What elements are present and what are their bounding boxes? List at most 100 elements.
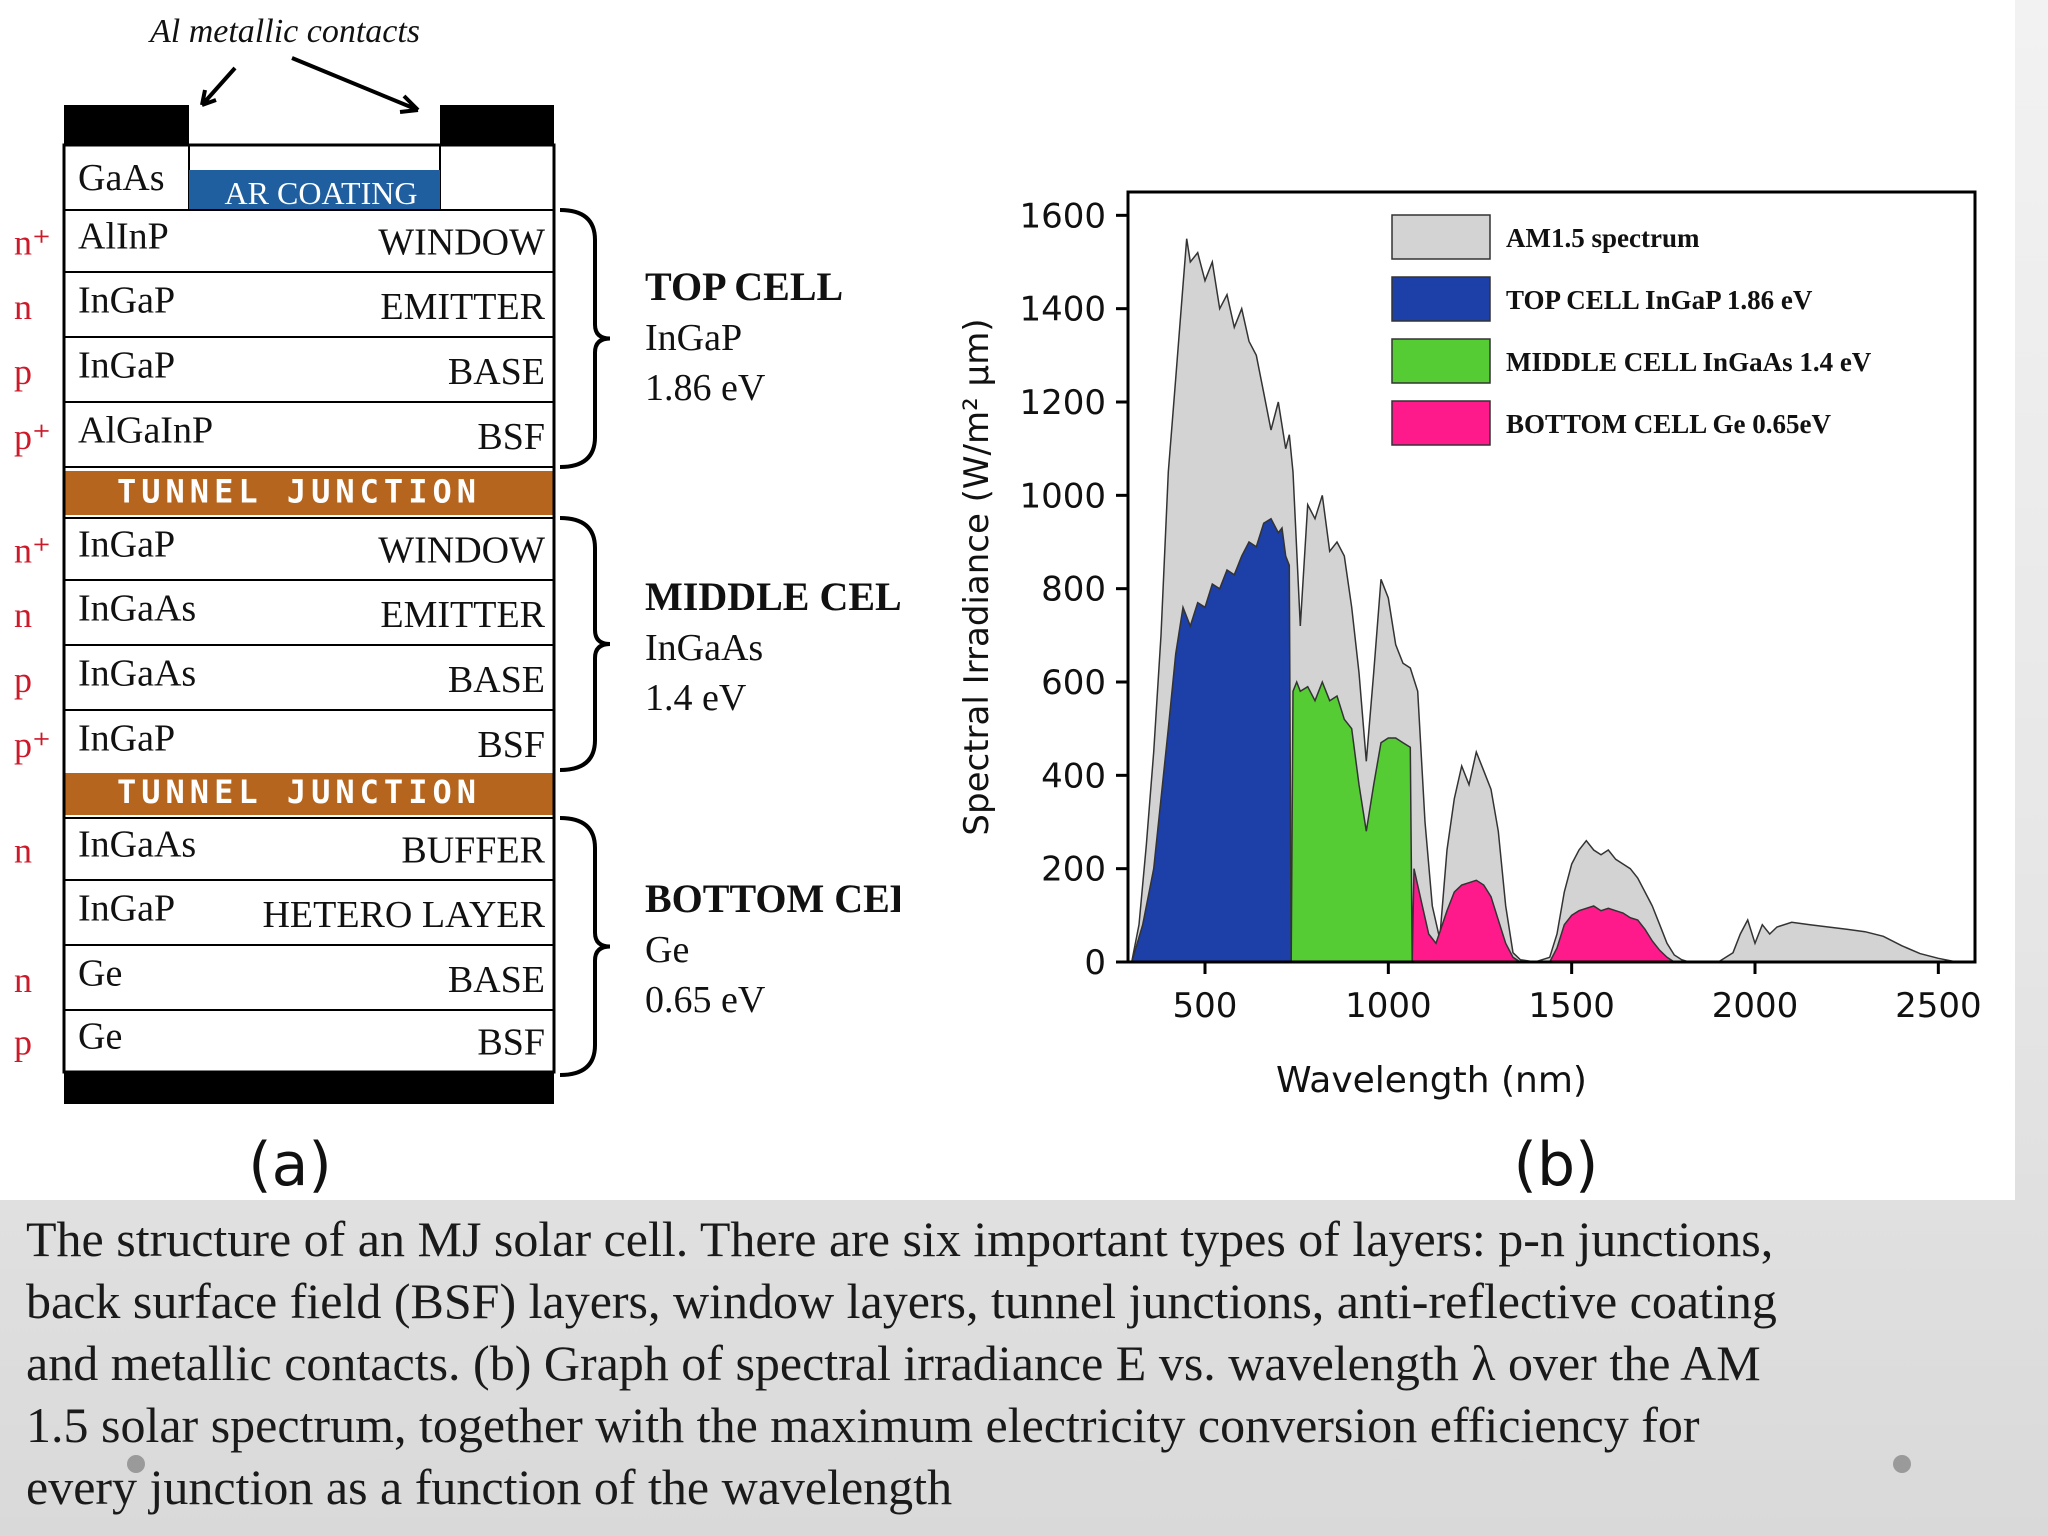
spectral-irradiance-chart: 0 200 400 600 800 1000 1200 1400 1600 500 1000 1500…	[957, 190, 1982, 1200]
tunnel-junction-label: TUNNEL JUNCTION	[117, 473, 481, 511]
doping-label: n	[14, 287, 32, 327]
layer-material: AlGaInP	[78, 409, 213, 451]
gaas-label: GaAs	[78, 157, 165, 199]
layer-role: BUFFER	[401, 830, 545, 872]
cell-brace	[559, 208, 611, 469]
doping-label: n	[14, 831, 32, 871]
layer	[63, 579, 555, 646]
layer-role: HETERO LAYER	[262, 894, 545, 936]
x-tick-label: 1000	[1345, 986, 1432, 1026]
tunnel-junction	[64, 773, 554, 815]
metal-contact	[440, 105, 554, 145]
caption-line: every junction as a function of the wave…	[26, 1459, 953, 1515]
stack-frame	[62, 143, 556, 1074]
legend-label: MIDDLE CELL InGaAs 1.4 eV	[1506, 347, 1872, 377]
layer-material: AlInP	[78, 215, 169, 257]
layer-material: InGaP	[78, 717, 175, 759]
doping-label: p⁺	[14, 725, 51, 765]
cell-material: Ge	[645, 929, 689, 971]
layer-role: BSF	[477, 1022, 545, 1064]
legend-label: AM1.5 spectrum	[1506, 223, 1700, 253]
panel-label-a: (a)	[248, 1130, 332, 1200]
figure-caption: The structure of an MJ solar cell. There…	[26, 1208, 2006, 1518]
cell-bandgap: 0.65 eV	[645, 979, 766, 1021]
caption-line: back surface field (BSF) layers, window …	[26, 1273, 1777, 1329]
layer	[63, 401, 555, 468]
layer-role: BSF	[477, 416, 545, 458]
layer-material: InGaAs	[78, 823, 196, 865]
tunnel-junction-label: TUNNEL JUNCTION	[117, 773, 481, 811]
y-axis-label: Spectral Irradiance (W/m² μm)	[957, 318, 997, 835]
x-tick-label: 2000	[1712, 986, 1799, 1026]
legend-label: BOTTOM CELL Ge 0.65eV	[1506, 409, 1832, 439]
y-tick-label: 600	[1041, 663, 1106, 703]
x-tick-label: 1500	[1528, 986, 1615, 1026]
legend-swatch	[1391, 338, 1491, 384]
panel-label-b: (b)	[1514, 1130, 1599, 1200]
figure-panel: Al metallic contacts GaAs AR COATING AlInP W…	[14, 13, 1982, 1200]
plot-frame	[1126, 190, 1977, 964]
ar-coating-label: AR COATING	[225, 175, 418, 211]
cell-bandgap: 1.86 eV	[645, 367, 766, 409]
y-tick-label: 400	[1041, 756, 1106, 796]
y-tick-label: 0	[1084, 943, 1106, 983]
layer-role: EMITTER	[380, 286, 545, 328]
layer-role: WINDOW	[378, 222, 545, 264]
ar-coating	[189, 170, 440, 210]
doping-label: p	[14, 660, 32, 700]
doping-label: n⁺	[14, 223, 51, 263]
layer-material: Ge	[78, 952, 122, 994]
caption-line: and metallic contacts. (b) Graph of spec…	[26, 1335, 1761, 1391]
doping-label: n	[14, 960, 32, 1000]
caption-line: The structure of an MJ solar cell. There…	[26, 1211, 1774, 1267]
x-tick-label: 500	[1173, 986, 1238, 1026]
cell-brace	[559, 516, 611, 772]
layer-material: InGaP	[78, 523, 175, 565]
y-tick-label: 1000	[1019, 476, 1106, 516]
cell-name: TOP CELL	[645, 264, 843, 309]
cell-bandgap: 1.4 eV	[645, 677, 747, 719]
series-area	[1290, 679, 1413, 963]
y-tick-label: 200	[1041, 850, 1106, 890]
layer-material: InGaAs	[78, 587, 196, 629]
doping-label: n⁺	[14, 531, 51, 571]
legend-swatch	[1391, 276, 1491, 322]
metal-contact	[64, 1072, 554, 1104]
y-tick-label: 1600	[1019, 196, 1106, 236]
series-area	[1130, 517, 1292, 963]
legend-swatch	[1391, 214, 1491, 260]
cell-name: MIDDLE CELL	[645, 574, 900, 619]
layer	[63, 336, 555, 403]
layer-material: InGaP	[78, 344, 175, 386]
slide-bullet-dot	[1893, 1455, 1911, 1473]
layer-stack-diagram: Al metallic contacts GaAs AR COATING AlInP W…	[14, 13, 900, 1200]
tunnel-junction	[64, 471, 554, 515]
slide-bullet-dot	[127, 1455, 145, 1473]
layer-material: Ge	[78, 1015, 122, 1057]
y-tick-label: 1200	[1019, 383, 1106, 423]
legend-swatch	[1391, 400, 1491, 446]
series-area	[1411, 868, 1675, 963]
arrow-icon	[291, 56, 420, 114]
layer-role: EMITTER	[380, 594, 545, 636]
doping-label: n	[14, 595, 32, 635]
cell-material: InGaAs	[645, 627, 763, 669]
cell-name: BOTTOM CELL	[645, 876, 900, 921]
layer-material: InGaP	[78, 887, 175, 929]
x-axis-label: Wavelength (nm)	[1276, 1060, 1587, 1101]
layer	[63, 709, 555, 776]
layer-role: BASE	[448, 659, 545, 701]
doping-label: p⁺	[14, 417, 51, 457]
x-tick-label: 2500	[1895, 986, 1982, 1026]
cell-brace	[559, 816, 611, 1077]
cell-material: InGaP	[645, 317, 742, 359]
y-tick-label: 800	[1041, 570, 1106, 610]
layer	[63, 944, 555, 1011]
contacts-label: Al metallic contacts	[148, 13, 420, 50]
layer	[63, 1009, 555, 1073]
layer	[63, 644, 555, 711]
layer-role: BSF	[477, 724, 545, 766]
y-tick-label: 1400	[1019, 290, 1106, 330]
layer	[63, 209, 555, 273]
metal-contact	[64, 105, 189, 145]
